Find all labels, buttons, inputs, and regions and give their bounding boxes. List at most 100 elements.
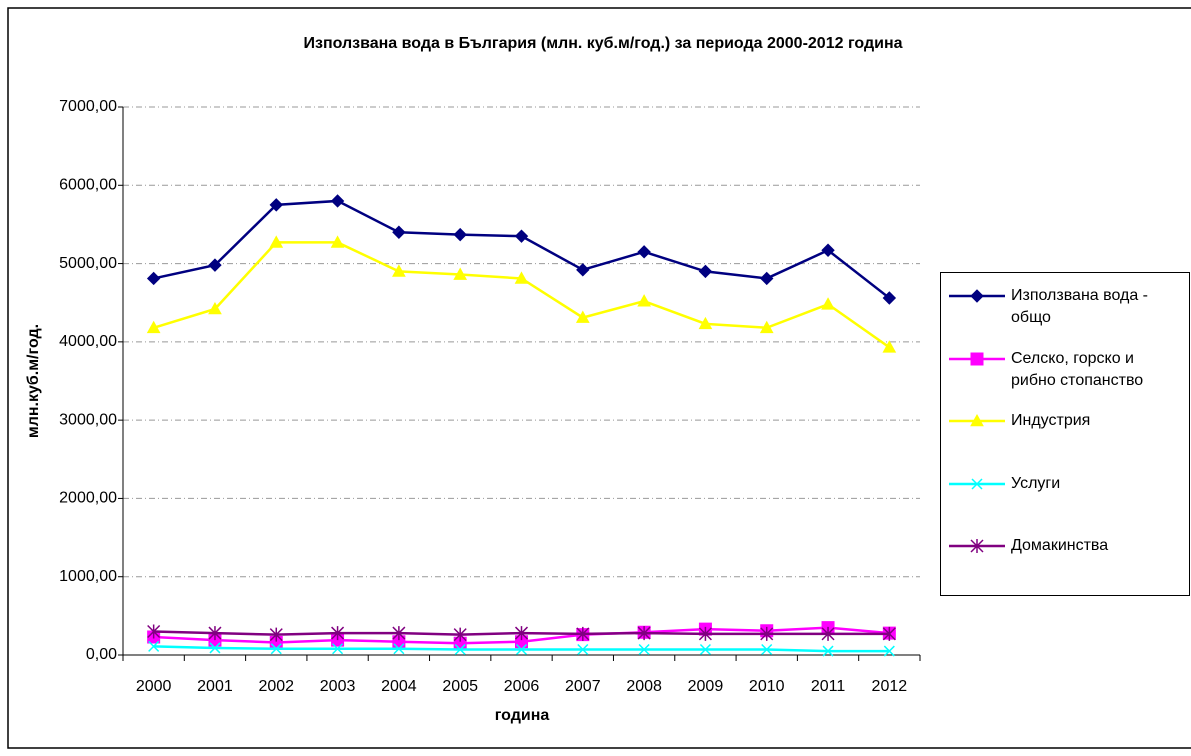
x-tick-label: 2008: [626, 678, 662, 695]
marker: [208, 301, 222, 315]
marker: [637, 294, 651, 307]
legend-entry: Използвана вода - общо: [947, 285, 1187, 329]
marker: [883, 645, 895, 657]
marker: [970, 413, 984, 427]
legend-entry: Селско, горско и рибно стопанство: [947, 348, 1187, 392]
marker: [515, 643, 528, 656]
marker: [269, 198, 283, 212]
marker: [208, 258, 222, 272]
marker: [514, 626, 529, 641]
x-tick-label: 2003: [320, 678, 356, 695]
marker: [698, 626, 712, 641]
marker: [332, 643, 344, 655]
marker: [208, 626, 222, 641]
marker: [761, 643, 773, 656]
marker: [882, 340, 897, 353]
legend-icon: [949, 352, 1005, 366]
marker: [822, 645, 834, 657]
marker: [821, 297, 835, 310]
y-tick-label: 3000,00: [59, 411, 117, 428]
y-tick-label: 7000,00: [59, 98, 117, 115]
marker: [147, 624, 161, 639]
marker: [392, 225, 406, 239]
legend-label: Домакинства: [1011, 537, 1109, 554]
x-tick-label: 2011: [811, 678, 846, 695]
marker: [393, 643, 405, 655]
legend-icon: [949, 539, 1005, 553]
chart-title: Използвана вода в България (млн. куб.м/г…: [303, 35, 902, 52]
frame: [7, 7, 1191, 749]
x-tick-label: 2005: [442, 678, 478, 695]
x-tick-label: 2010: [749, 678, 785, 695]
x-tick-label: 2000: [136, 678, 172, 695]
marker: [970, 352, 984, 366]
marker: [148, 640, 160, 652]
y-axis-label: млн.куб.м/год.: [25, 324, 42, 438]
legend-label: Селско, горско и рибно стопанство: [1011, 350, 1144, 389]
marker: [269, 627, 283, 642]
marker: [453, 627, 467, 642]
x-tick-label: 2001: [197, 678, 233, 695]
marker: [759, 320, 774, 334]
legend-entry: Индустрия: [947, 410, 1187, 432]
legend-entry: Домакинства: [947, 535, 1187, 557]
marker: [146, 320, 161, 334]
marker: [209, 642, 221, 654]
marker: [970, 289, 984, 303]
legend-icon: [949, 413, 1005, 427]
x-tick-label: 2009: [688, 678, 724, 695]
series-line: [153, 241, 891, 349]
marker: [698, 316, 713, 330]
x-axis-label: година: [495, 707, 550, 724]
marker: [575, 310, 590, 323]
y-tick-label: 4000,00: [59, 333, 117, 350]
x-tick-label: 2004: [381, 678, 417, 695]
marker: [330, 194, 345, 208]
x-tick-label: 2012: [872, 678, 908, 695]
marker: [971, 478, 983, 490]
marker: [453, 227, 467, 242]
marker: [331, 626, 345, 641]
marker: [821, 626, 835, 641]
marker: [576, 263, 590, 277]
marker: [882, 626, 896, 641]
marker: [269, 235, 284, 248]
x-tick-label: 2006: [504, 678, 540, 695]
legend-entry: Услуги: [947, 473, 1187, 495]
marker: [392, 264, 406, 277]
marker: [970, 539, 984, 553]
marker: [760, 626, 774, 641]
marker: [637, 626, 651, 641]
marker: [760, 271, 774, 286]
marker: [577, 643, 589, 656]
marker: [637, 245, 651, 259]
marker: [882, 291, 897, 305]
x-tick-label: 2002: [258, 678, 294, 695]
marker: [392, 626, 406, 641]
legend-icon: [949, 478, 1005, 490]
marker: [638, 643, 650, 656]
legend-label: Индустрия: [1011, 412, 1091, 429]
legend-icon: [949, 289, 1005, 303]
marker: [821, 243, 835, 257]
y-tick-label: 1000,00: [59, 568, 117, 585]
marker: [576, 626, 590, 641]
marker: [454, 643, 466, 656]
marker: [514, 229, 529, 243]
legend-label: Услуги: [1011, 475, 1061, 492]
y-tick-label: 0,00: [86, 646, 117, 663]
marker: [698, 264, 713, 279]
y-tick-label: 5000,00: [59, 255, 117, 272]
y-tick-label: 6000,00: [59, 177, 117, 194]
y-tick-label: 2000,00: [59, 490, 117, 507]
x-tick-label: 2007: [565, 678, 601, 695]
legend: Използвана вода - общо Селско, горско и р…: [940, 272, 1190, 596]
marker: [514, 271, 529, 284]
marker: [453, 267, 468, 280]
marker: [699, 643, 711, 656]
marker: [270, 643, 282, 655]
marker: [146, 271, 161, 286]
marker: [330, 235, 345, 248]
